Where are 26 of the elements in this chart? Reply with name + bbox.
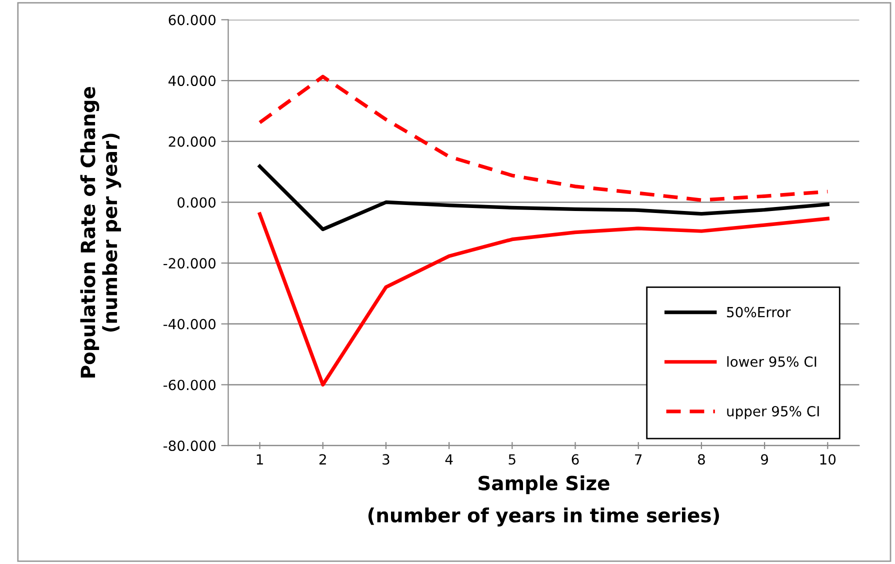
- x-tick-label: 5: [508, 454, 516, 465]
- y-tick-label: 60.000: [168, 14, 216, 26]
- y-axis-title: Population Rate of Change (number per year): [80, 86, 122, 378]
- x-tick-label: 9: [761, 454, 768, 465]
- y-tick-label: 40.000: [168, 76, 216, 86]
- y-tick-label: -20.000: [163, 258, 216, 269]
- x-tick-label: 7: [635, 454, 642, 464]
- x-tick-label: 6: [572, 454, 579, 465]
- x-tick-label: 1: [256, 454, 263, 464]
- x-tick-label: 3: [382, 454, 390, 465]
- y-tick-label: -40.000: [163, 318, 216, 330]
- legend-label: 50%Error: [727, 306, 791, 318]
- legend-label: upper 95% CI: [727, 406, 819, 420]
- y-tick-label: -80.000: [163, 440, 216, 452]
- y-tick-label: 0.000: [178, 197, 216, 208]
- x-tick-label: 2: [319, 454, 326, 464]
- y-tick-label: 20.000: [168, 136, 216, 147]
- line-series: [258, 74, 830, 202]
- x-tick-label: 8: [698, 454, 705, 465]
- line-series: [258, 164, 830, 232]
- y-tick-label: -60.000: [163, 380, 216, 390]
- x-tick-label: 4: [445, 454, 453, 464]
- x-tick-label: 10: [820, 454, 836, 465]
- line-series: [258, 212, 830, 387]
- legend-label: lower 95% CI: [727, 356, 816, 367]
- x-axis-title: Sample Size (number of years in time series): [368, 475, 720, 526]
